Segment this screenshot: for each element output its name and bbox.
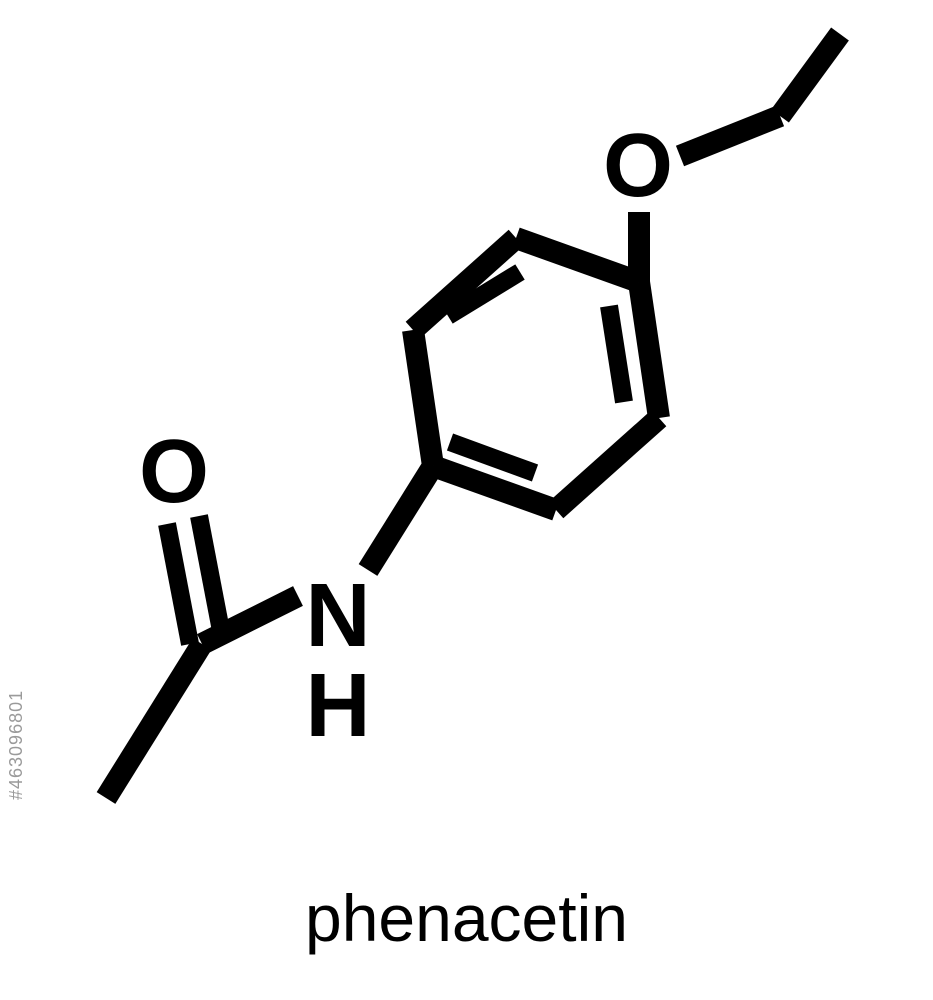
bond-c4-n (368, 466, 433, 570)
bond-ring-c3-c4 (433, 466, 556, 510)
atom-label-h: H (306, 656, 371, 756)
bond-ring-inner-1 (609, 306, 624, 402)
bond-c-doubleo-b (199, 516, 222, 636)
atom-label-oether: O (603, 116, 673, 216)
compound-caption: phenacetin (0, 880, 933, 956)
bond-oether-ch2 (680, 116, 780, 156)
bond-ring-c1-c2 (639, 282, 659, 418)
bond-ring-c2-c3 (556, 418, 659, 510)
bond-ch2-ch3 (780, 34, 840, 116)
bond-ring-c6-c1 (516, 238, 639, 282)
atom-label-n: N (306, 566, 371, 666)
watermark: #463096801 (6, 690, 27, 800)
bond-cco-ch3 (106, 644, 202, 798)
bond-ring-c4-c5 (413, 330, 433, 466)
atom-label-ocarbonyl: O (139, 422, 209, 522)
figure-container: O O N H phenacetin #463096801 (0, 0, 933, 1000)
molecule-svg: O O N H (0, 0, 933, 1000)
bond-c-doubleo-a (167, 524, 190, 644)
